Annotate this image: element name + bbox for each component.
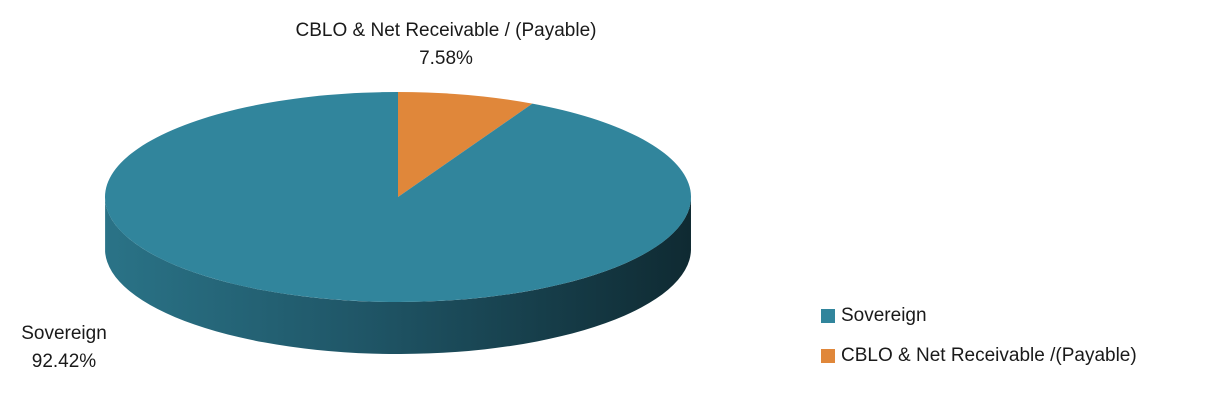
legend-item-sovereign: Sovereign [821, 302, 1137, 330]
data-label-cblo-name: CBLO & Net Receivable / (Payable) [295, 20, 597, 41]
data-label-cblo-value: 7.58% [419, 48, 473, 69]
pie-side-sovereign [105, 197, 691, 354]
legend-swatch-cblo [821, 349, 835, 363]
data-label-sovereign-name: Sovereign [21, 323, 107, 344]
legend-item-cblo: CBLO & Net Receivable /(Payable) [821, 342, 1137, 370]
data-label-cblo: CBLO & Net Receivable / (Payable) 7.58% [246, 17, 646, 73]
legend-swatch-sovereign [821, 309, 835, 323]
legend-label-cblo: CBLO & Net Receivable /(Payable) [841, 345, 1137, 366]
pie-slice-sovereign [104, 92, 691, 302]
data-label-sovereign-value: 92.42% [31, 351, 97, 372]
legend: Sovereign CBLO & Net Receivable /(Payabl… [821, 302, 1137, 382]
data-label-sovereign: Sovereign 92.42% [0, 320, 128, 376]
legend-label-sovereign: Sovereign [841, 305, 927, 326]
pie-slice-cblo [398, 92, 533, 197]
